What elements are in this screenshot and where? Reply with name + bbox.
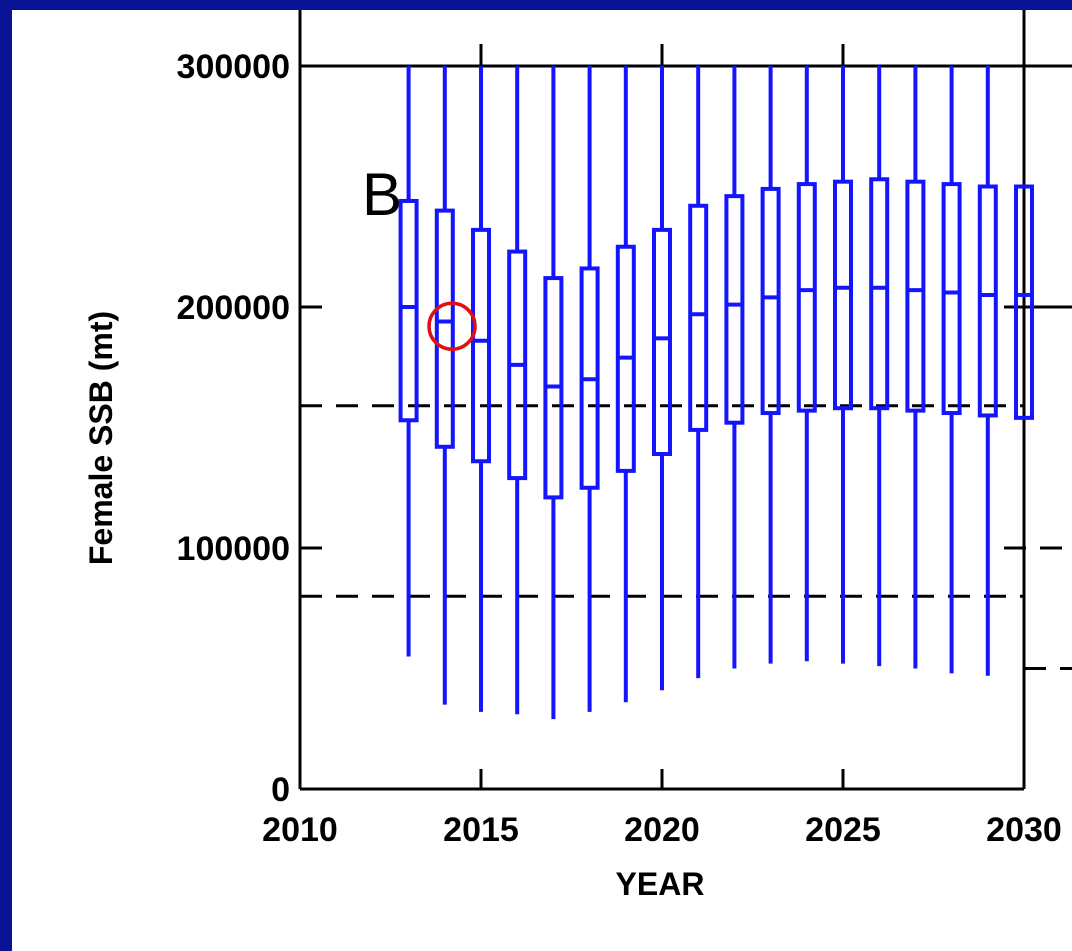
box-iqr-2028 — [941, 182, 962, 416]
box-2015 — [471, 66, 491, 712]
box-iqr-2027 — [905, 179, 926, 413]
box-2014 — [434, 66, 455, 705]
box-2021 — [688, 66, 709, 679]
box-iqr-2015 — [471, 227, 491, 464]
box-2018 — [579, 66, 600, 712]
grid-layer — [300, 44, 1072, 791]
y-tick-label-200000: 200000 — [177, 289, 290, 327]
box-2024 — [796, 66, 817, 662]
y-tick-label-300000: 300000 — [177, 48, 290, 86]
box-iqr-2022 — [724, 194, 745, 425]
box-2027 — [905, 66, 926, 669]
box-iqr-2024 — [796, 182, 817, 413]
box-2016 — [507, 66, 528, 715]
box-iqr-2013 — [398, 198, 419, 423]
box-iqr-2023 — [760, 186, 781, 416]
box-2019 — [615, 66, 636, 703]
box-2028 — [941, 66, 962, 674]
y-axis-title: Female SSB (mt) — [83, 311, 119, 565]
box-iqr-2014 — [434, 208, 455, 449]
box-iqr-2025 — [833, 179, 853, 411]
box-2023 — [760, 66, 781, 664]
box-2029 — [977, 66, 998, 676]
box-2026 — [869, 66, 890, 667]
y-tick-label-100000: 100000 — [177, 530, 290, 568]
box-2025 — [833, 66, 853, 664]
x-tick-label-2030: 2030 — [986, 811, 1062, 849]
box-plot-chart: 2010 2015 2020 2025 20300100000200000300000 … — [83, 10, 1072, 902]
box-series — [398, 66, 1034, 720]
x-tick-label-2010: 2010 — [262, 811, 338, 849]
box-2017 — [543, 66, 564, 720]
y-tick-label-0: 0 — [271, 771, 290, 809]
box-2020 — [652, 66, 672, 691]
box-2013 — [398, 66, 419, 657]
box-iqr-2021 — [688, 203, 709, 432]
box-iqr-2030 — [1014, 184, 1034, 420]
box-iqr-2026 — [869, 177, 890, 411]
x-tick-label-2015: 2015 — [443, 811, 519, 849]
box-2022 — [724, 66, 745, 669]
tick-labels: 2010 2015 2020 2025 2030 0 100000 200000 300000 — [177, 48, 1062, 849]
x-tick-label-2025: 2025 — [805, 811, 881, 849]
box-iqr-2020 — [652, 227, 672, 457]
chart-frame: 2010 2015 2020 2025 2030 0 100000 200000 300000 … — [12, 10, 1072, 951]
box-iqr-2029 — [977, 184, 998, 418]
x-axis-title: YEAR — [616, 866, 705, 902]
highlight-circle — [427, 301, 477, 352]
panel-letter: B — [362, 161, 402, 228]
x-tick-label-2020: 2020 — [624, 811, 700, 849]
box-2030 — [1014, 184, 1034, 420]
